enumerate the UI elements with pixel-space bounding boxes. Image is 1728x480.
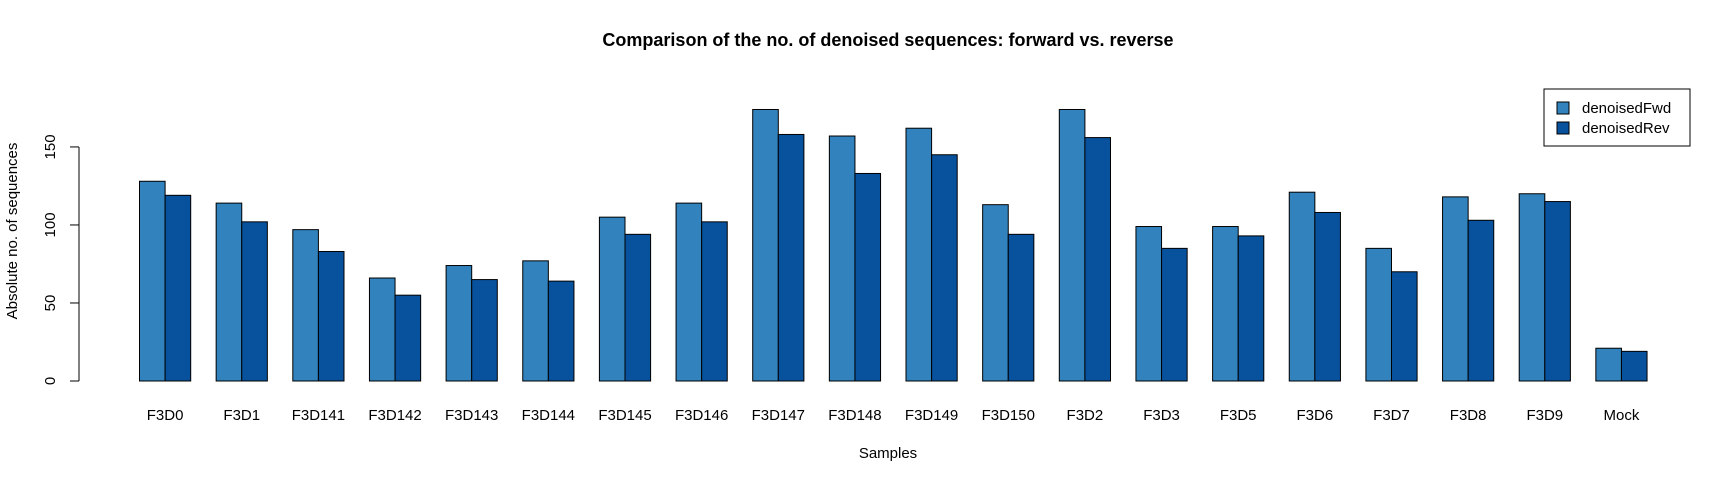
legend-swatch-denoisedRev bbox=[1556, 121, 1570, 135]
x-tick-label: F3D5 bbox=[1220, 407, 1257, 424]
x-tick-labels: F3D0 F3D1 F3D141 F3D142 F3D143 F3D144 F3D145 F3… bbox=[147, 407, 1640, 424]
bar-denoisedFwd-F3D150 bbox=[982, 204, 1009, 382]
x-tick-label: F3D144 bbox=[522, 407, 575, 424]
bar-denoisedRev-F3D148 bbox=[854, 172, 882, 382]
x-tick-label: F3D145 bbox=[598, 407, 651, 424]
bar-denoisedFwd-Mock bbox=[1595, 347, 1622, 382]
bar-denoisedFwd-F3D146 bbox=[675, 202, 703, 382]
y-tick-label: 0 bbox=[42, 377, 59, 385]
bar-denoisedRev-F3D5 bbox=[1237, 235, 1265, 382]
bar-denoisedFwd-F3D8 bbox=[1442, 196, 1469, 382]
bar-denoisedFwd-F3D7 bbox=[1365, 247, 1393, 382]
bar-denoisedRev-F3D142 bbox=[394, 294, 422, 382]
bar-denoisedFwd-F3D143 bbox=[445, 265, 473, 382]
bar-denoisedRev-F3D7 bbox=[1391, 271, 1418, 382]
bar-denoisedFwd-F3D142 bbox=[368, 277, 396, 382]
bar-denoisedRev-F3D3 bbox=[1161, 247, 1188, 382]
x-tick-label: Mock bbox=[1604, 407, 1640, 424]
bar-denoisedFwd-F3D3 bbox=[1135, 226, 1163, 382]
bar-denoisedRev-F3D9 bbox=[1544, 201, 1571, 382]
x-tick-label: F3D9 bbox=[1526, 407, 1563, 424]
legend: denoisedFwd denoisedRev bbox=[1543, 88, 1691, 147]
legend-box bbox=[1543, 88, 1691, 147]
bar-denoisedRev-F3D146 bbox=[701, 221, 728, 382]
bar-denoisedRev-F3D143 bbox=[471, 279, 498, 382]
x-tick-label: F3D7 bbox=[1373, 407, 1410, 424]
bar-denoisedFwd-F3D9 bbox=[1518, 193, 1546, 382]
legend-swatch-denoisedFwd bbox=[1556, 101, 1570, 115]
bar-denoisedFwd-F3D144 bbox=[522, 260, 549, 382]
x-tick-label: F3D0 bbox=[147, 407, 184, 424]
bar-denoisedRev-F3D144 bbox=[547, 280, 575, 382]
y-tick-label: 50 bbox=[42, 295, 59, 312]
bar-denoisedFwd-F3D1 bbox=[215, 202, 243, 382]
bar-denoisedFwd-F3D148 bbox=[828, 135, 856, 382]
bar-denoisedRev-F3D145 bbox=[624, 233, 652, 382]
bar-denoisedRev-F3D2 bbox=[1084, 137, 1112, 382]
bars-group bbox=[139, 108, 1648, 382]
y-tick-label: 100 bbox=[42, 212, 59, 237]
bar-denoisedRev-F3D0 bbox=[164, 194, 192, 382]
x-tick-label: F3D149 bbox=[905, 407, 958, 424]
x-tick-label: F3D1 bbox=[223, 407, 260, 424]
x-tick-label: F3D6 bbox=[1297, 407, 1334, 424]
bar-denoisedRev-F3D150 bbox=[1007, 233, 1035, 382]
x-tick-label: F3D3 bbox=[1143, 407, 1180, 424]
bar-denoisedRev-Mock bbox=[1620, 350, 1648, 382]
bar-denoisedFwd-F3D149 bbox=[905, 127, 933, 382]
x-axis-label: Samples bbox=[859, 445, 917, 462]
legend-label-denoisedFwd: denoisedFwd bbox=[1582, 100, 1671, 117]
x-tick-label: F3D147 bbox=[752, 407, 805, 424]
x-tick-label: F3D2 bbox=[1067, 407, 1104, 424]
x-tick-label: F3D146 bbox=[675, 407, 728, 424]
bar-denoisedRev-F3D141 bbox=[317, 250, 345, 382]
bar-denoisedRev-F3D1 bbox=[241, 221, 268, 382]
x-tick-label: F3D141 bbox=[292, 407, 345, 424]
y-axis-label: Absolute no. of sequences bbox=[4, 143, 21, 320]
bar-denoisedRev-F3D149 bbox=[931, 154, 958, 382]
x-tick-label: F3D8 bbox=[1450, 407, 1487, 424]
bar-denoisedFwd-F3D6 bbox=[1288, 191, 1316, 382]
x-tick-label: F3D143 bbox=[445, 407, 498, 424]
y-axis: 0 50 100 150 bbox=[42, 134, 80, 385]
bar-denoisedRev-F3D8 bbox=[1467, 219, 1495, 382]
chart-title: Comparison of the no. of denoised sequen… bbox=[602, 30, 1173, 50]
x-tick-label: F3D150 bbox=[982, 407, 1035, 424]
y-tick-label: 150 bbox=[42, 134, 59, 159]
bar-denoisedFwd-F3D147 bbox=[752, 108, 779, 382]
legend-label-denoisedRev: denoisedRev bbox=[1582, 120, 1670, 137]
bar-denoisedFwd-F3D141 bbox=[292, 229, 319, 382]
bar-denoisedRev-F3D147 bbox=[777, 133, 805, 382]
bar-denoisedRev-F3D6 bbox=[1314, 211, 1341, 382]
x-tick-label: F3D148 bbox=[828, 407, 881, 424]
bar-denoisedFwd-F3D2 bbox=[1058, 108, 1086, 382]
bar-denoisedFwd-F3D0 bbox=[139, 180, 166, 382]
bar-denoisedFwd-F3D5 bbox=[1212, 226, 1239, 382]
bar-denoisedFwd-F3D145 bbox=[598, 216, 626, 382]
x-tick-label: F3D142 bbox=[368, 407, 421, 424]
